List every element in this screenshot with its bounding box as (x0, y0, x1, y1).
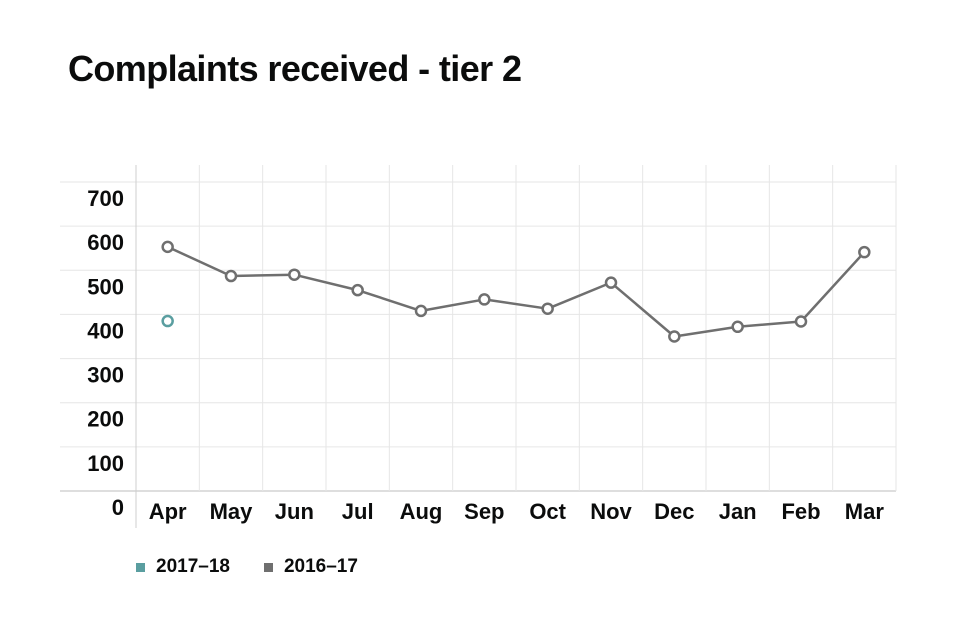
chart-title: Complaints received - tier 2 (68, 48, 522, 89)
data-point-2016-17 (351, 283, 364, 297)
legend-label-2017-18: 2017–18 (156, 556, 230, 577)
x-tick-label: Sep (464, 499, 504, 524)
y-tick-label: 700 (87, 186, 124, 211)
data-point-2016-17 (161, 240, 174, 254)
data-point-2016-17 (478, 293, 491, 306)
x-tick-label: Aug (400, 499, 443, 524)
x-tick-label: Apr (149, 499, 187, 524)
legend-item-2017-18: 2017–18 (136, 556, 230, 578)
x-tick-label: Feb (781, 499, 820, 524)
x-tick-label: May (210, 499, 254, 524)
x-tick-label: Nov (590, 499, 632, 524)
legend-label-2016-17: 2016–17 (283, 556, 358, 577)
y-axis-ticks: 0 100 200 300 400 500 600 700 (87, 186, 124, 520)
y-tick-label: 200 (87, 407, 124, 432)
data-point-2016-17 (604, 276, 618, 289)
series-line-2016-17 (167, 245, 866, 338)
gridlines (60, 165, 897, 528)
x-tick-label: Dec (654, 499, 694, 524)
legend-swatch-2016-17 (263, 562, 273, 572)
x-tick-label: Jul (342, 499, 374, 524)
series-layer (161, 240, 871, 343)
x-tick-label: Mar (845, 499, 885, 524)
x-tick-label: Oct (529, 499, 566, 524)
data-point-2016-17 (668, 330, 681, 343)
legend-swatch-2017-18 (136, 562, 145, 572)
y-tick-label: 100 (87, 451, 124, 476)
data-point-2016-17 (224, 269, 238, 283)
legend: 2017–18 2016–17 (136, 556, 358, 578)
y-tick-label: 500 (87, 274, 124, 299)
y-tick-label: 300 (87, 363, 124, 388)
x-tick-label: Jan (719, 499, 757, 524)
data-point-2016-17 (731, 320, 744, 334)
data-point-2016-17 (858, 245, 871, 259)
y-tick-label: 600 (87, 230, 124, 255)
data-point-2016-17 (541, 302, 554, 315)
y-tick-label: 0 (112, 495, 124, 520)
y-tick-label: 400 (87, 318, 124, 343)
data-point-2016-17 (288, 268, 301, 281)
x-axis-ticks: Apr May Jun Jul Aug Sep Oct Nov Dec Jan Feb Mar (149, 499, 885, 524)
data-point-2016-17 (794, 315, 808, 328)
data-point-2017-18 (161, 314, 174, 328)
legend-item-2016-17: 2016–17 (263, 556, 358, 578)
x-tick-label: Jun (275, 499, 314, 524)
data-point-2016-17 (414, 304, 428, 318)
